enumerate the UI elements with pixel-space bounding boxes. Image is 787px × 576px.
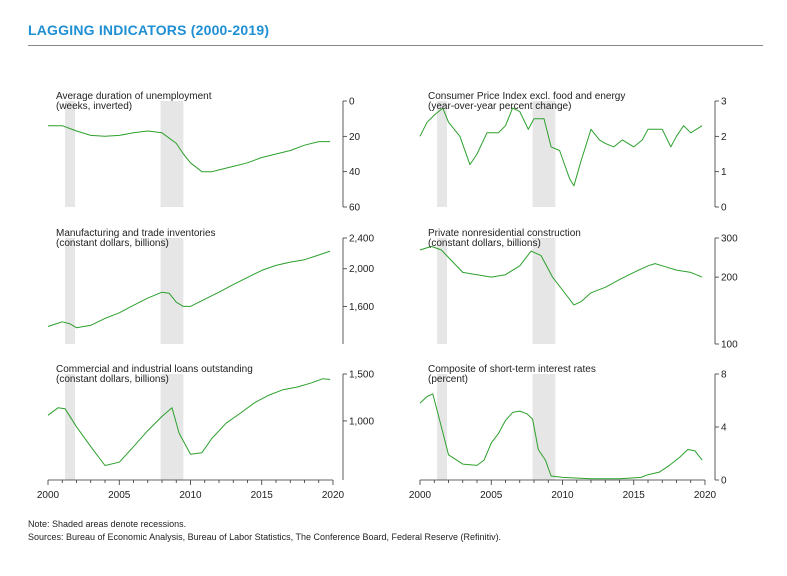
y-tick-label: 2,000 bbox=[349, 264, 374, 275]
sources-note: Sources: Bureau of Economic Analysis, Bu… bbox=[28, 532, 502, 542]
y-tick-label: 3 bbox=[721, 97, 727, 108]
recession-band-2 bbox=[160, 374, 184, 480]
chart-panel-1: 0 20 40 60 Average duration of unemployment(… bbox=[48, 91, 361, 214]
panel-subtitle: (constant dollars, billions) bbox=[428, 238, 541, 249]
x-tick-label: 2015 bbox=[623, 490, 646, 501]
panel-title: Average duration of unemployment bbox=[56, 91, 212, 102]
panel-title: Private nonresidential construction bbox=[428, 228, 581, 239]
chart-panel-4: 100 200 300 Private nonresidential construc… bbox=[419, 228, 738, 351]
chart-panel-3: 1,600 2,000 2,400 Manufacturing and trade i… bbox=[47, 228, 374, 344]
title-divider bbox=[28, 45, 763, 46]
y-tick-label: 4 bbox=[721, 423, 727, 434]
recession-band-2 bbox=[532, 238, 556, 344]
panel-subtitle: (percent) bbox=[428, 374, 468, 385]
recession-band-1 bbox=[65, 101, 76, 207]
y-tick-label: 2 bbox=[721, 132, 727, 143]
y-tick-label: 0 bbox=[721, 476, 727, 487]
y-tick-label: 100 bbox=[721, 340, 738, 351]
y-tick-label: 20 bbox=[349, 132, 361, 143]
series-line bbox=[47, 250, 331, 329]
x-tick-label: 2020 bbox=[694, 490, 717, 501]
y-tick-label: 2,400 bbox=[349, 234, 374, 245]
y-tick-label: 8 bbox=[721, 370, 727, 381]
page-title: LAGGING INDICATORS (2000-2019) bbox=[28, 22, 270, 38]
y-tick-label: 0 bbox=[721, 203, 727, 214]
x-tick-label: 2005 bbox=[108, 490, 131, 501]
x-tick-label: 2000 bbox=[37, 490, 60, 501]
y-tick-label: 60 bbox=[349, 203, 361, 214]
y-tick-label: 300 bbox=[721, 234, 738, 245]
y-tick-label: 1,500 bbox=[349, 370, 374, 381]
series-line bbox=[48, 125, 331, 173]
panel-subtitle: (constant dollars, billions) bbox=[56, 374, 169, 385]
series-line bbox=[419, 393, 703, 480]
chart-panel-5: 1,000 1,500 Commercial and industrial loan… bbox=[37, 364, 375, 501]
y-tick-label: 0 bbox=[349, 97, 355, 108]
x-tick-label: 2005 bbox=[480, 490, 503, 501]
recession-band-2 bbox=[532, 101, 556, 207]
y-tick-label: 1,000 bbox=[349, 416, 374, 427]
recession-band-2 bbox=[532, 374, 556, 480]
x-tick-label: 2015 bbox=[251, 490, 274, 501]
recession-band-2 bbox=[160, 238, 184, 344]
x-tick-label: 2020 bbox=[322, 490, 345, 501]
panel-title: Manufacturing and trade inventories bbox=[56, 228, 216, 239]
recession-band-1 bbox=[65, 238, 76, 344]
recession-band-1 bbox=[65, 374, 76, 480]
panel-title: Composite of short-term interest rates bbox=[428, 364, 596, 375]
recession-band-1 bbox=[437, 101, 448, 207]
y-tick-label: 200 bbox=[721, 273, 738, 284]
chart-panel-6: 0 4 8 Composite of short-term interest rate… bbox=[409, 364, 727, 501]
panel-title: Commercial and industrial loans outstand… bbox=[56, 364, 253, 375]
panel-subtitle: (weeks, inverted) bbox=[56, 101, 132, 112]
recession-note: Note: Shaded areas denote recessions. bbox=[28, 519, 187, 529]
panel-subtitle: (year-over-year percent change) bbox=[428, 101, 571, 112]
x-tick-label: 2010 bbox=[551, 490, 574, 501]
y-tick-label: 1,600 bbox=[349, 302, 374, 313]
y-tick-label: 40 bbox=[349, 167, 361, 178]
recession-band-2 bbox=[160, 101, 184, 207]
panel-title: Consumer Price Index excl. food and ener… bbox=[428, 91, 625, 102]
series-line bbox=[47, 378, 331, 466]
panel-subtitle: (constant dollars, billions) bbox=[56, 238, 169, 249]
series-line bbox=[419, 245, 703, 306]
x-tick-label: 2000 bbox=[409, 490, 432, 501]
recession-band-1 bbox=[437, 238, 448, 344]
series-line bbox=[419, 107, 703, 187]
recession-band-1 bbox=[437, 374, 448, 480]
x-tick-label: 2010 bbox=[179, 490, 202, 501]
y-tick-label: 1 bbox=[721, 167, 727, 178]
chart-panel-2: 0 1 2 3 Consumer Price Index excl. food and … bbox=[419, 91, 727, 214]
footnotes: Note: Shaded areas denote recessions. So… bbox=[28, 518, 501, 544]
